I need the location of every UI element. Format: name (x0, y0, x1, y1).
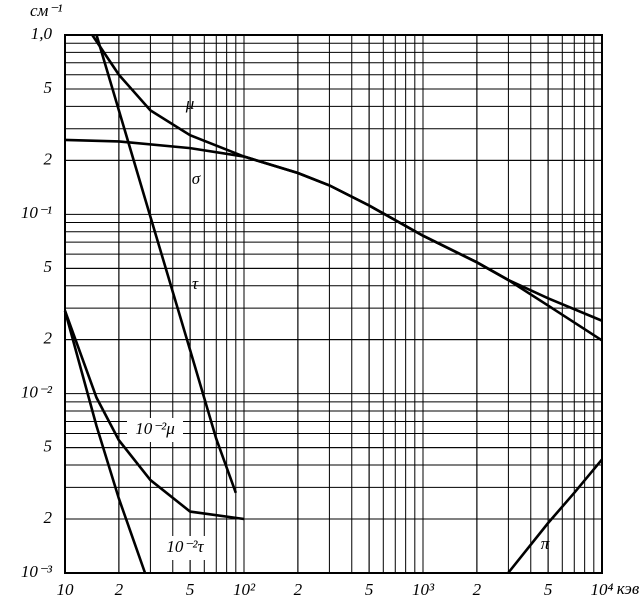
curve-label: τ (192, 274, 199, 293)
curve (63, 310, 245, 521)
curve (63, 310, 147, 574)
y-tick-label: 5 (44, 257, 53, 276)
label-bg (127, 418, 183, 442)
y-tick-label: 2 (44, 329, 53, 348)
x-tick-label: 2 (294, 580, 303, 599)
x-tick-label: 2 (473, 580, 482, 599)
curve-label: σ (192, 169, 201, 188)
curve-label: π (541, 534, 550, 553)
curve-label: 10⁻²τ (166, 537, 204, 556)
x-tick-label: 5 (186, 580, 195, 599)
curve (95, 34, 238, 494)
plot-frame (64, 34, 603, 574)
x-tick-label: 10⁴ (591, 580, 614, 599)
x-tick-label: 5 (544, 580, 553, 599)
y-tick-label: 10⁻¹ (21, 203, 52, 222)
label-bg (157, 536, 213, 560)
y-axis-label: см⁻¹ (30, 1, 62, 20)
x-tick-label: 10² (233, 580, 256, 599)
y-tick-label: 5 (44, 78, 53, 97)
x-tick-label: 10³ (412, 580, 435, 599)
y-tick-label: 10⁻³ (21, 562, 53, 581)
curve-label: μ (185, 94, 195, 113)
x-tick-label: 5 (365, 580, 374, 599)
y-tick-label: 10⁻² (21, 383, 53, 402)
curve-label: 10⁻²μ (135, 419, 175, 438)
curve (64, 138, 603, 342)
y-tick-label: 5 (44, 437, 53, 456)
y-tick-label: 1,0 (31, 24, 53, 43)
x-tick-label: 2 (115, 580, 124, 599)
x-axis-label: кэв (617, 579, 640, 598)
y-tick-label: 2 (44, 149, 53, 168)
curve (507, 458, 604, 574)
x-tick-label: 10 (57, 580, 75, 599)
y-tick-label: 2 (44, 508, 53, 527)
